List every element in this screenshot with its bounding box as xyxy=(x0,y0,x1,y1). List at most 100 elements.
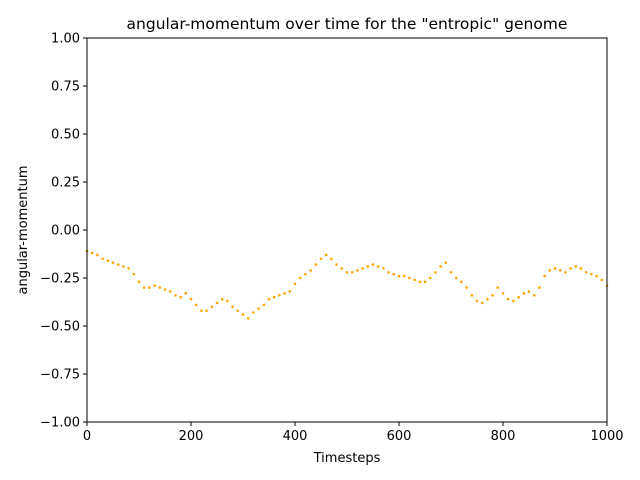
data-point xyxy=(220,297,224,301)
y-tick-label: −0.75 xyxy=(40,368,80,383)
data-point xyxy=(460,280,463,284)
x-tick-label: 200 xyxy=(179,429,204,444)
data-point xyxy=(527,290,531,293)
data-point xyxy=(200,309,203,312)
data-point xyxy=(475,299,479,303)
data-point xyxy=(231,305,234,309)
data-point xyxy=(584,270,588,274)
x-tick-label: 0 xyxy=(83,429,91,444)
x-axis-title: Timesteps xyxy=(313,451,381,466)
data-point xyxy=(506,297,510,301)
data-point xyxy=(153,284,156,287)
data-point xyxy=(96,253,99,257)
data-point xyxy=(283,292,286,295)
data-point xyxy=(454,276,458,280)
data-point xyxy=(142,286,146,289)
data-point xyxy=(106,259,110,263)
data-point xyxy=(241,313,245,316)
data-point xyxy=(512,299,515,303)
x-tick-label: 1000 xyxy=(590,429,623,444)
data-point xyxy=(569,267,572,270)
data-point xyxy=(423,280,427,284)
data-point xyxy=(491,293,494,297)
y-axis-title: angular-momentum xyxy=(16,166,31,295)
data-point xyxy=(595,274,598,278)
data-point xyxy=(579,267,583,270)
y-tick-label: −0.25 xyxy=(40,272,80,287)
data-point xyxy=(174,293,177,297)
data-point xyxy=(272,295,276,299)
data-point xyxy=(486,297,489,301)
data-point xyxy=(304,272,307,276)
data-point xyxy=(361,267,364,270)
data-point xyxy=(345,270,349,274)
data-point xyxy=(324,253,328,257)
data-point xyxy=(236,309,240,312)
data-point xyxy=(402,274,406,278)
data-point xyxy=(267,297,271,301)
data-point xyxy=(470,293,474,297)
x-tick-label: 800 xyxy=(491,429,516,444)
data-point xyxy=(252,311,255,314)
data-point xyxy=(371,263,375,266)
data-point xyxy=(449,270,453,274)
data-point xyxy=(330,257,333,261)
data-point xyxy=(366,265,370,268)
data-point xyxy=(335,263,338,266)
data-point xyxy=(350,270,354,274)
y-axis: −1.00 −0.75 −0.50 −0.25 0.00 0.25 0.50 0.75 1.00 xyxy=(40,32,87,431)
data-point xyxy=(434,270,437,274)
data-point xyxy=(465,286,468,289)
x-tick-label: 400 xyxy=(283,429,308,444)
data-point xyxy=(184,292,188,295)
data-point xyxy=(314,263,318,266)
data-point xyxy=(387,270,390,274)
data-point xyxy=(210,305,214,309)
data-point xyxy=(257,307,260,311)
data-point xyxy=(590,272,593,276)
data-point xyxy=(553,267,557,270)
data-point xyxy=(376,265,380,268)
data-point xyxy=(574,265,578,268)
data-point xyxy=(298,276,302,280)
data-point xyxy=(564,270,567,274)
data-point xyxy=(215,301,219,305)
data-point xyxy=(408,276,411,280)
chart-title: angular-momentum over time for the "entr… xyxy=(127,15,568,33)
data-point xyxy=(501,292,505,295)
data-point xyxy=(319,257,323,261)
data-point xyxy=(309,269,312,272)
y-tick-label: −1.00 xyxy=(40,416,80,431)
data-point xyxy=(439,265,442,268)
data-point xyxy=(397,274,401,278)
data-point xyxy=(262,303,266,307)
data-point xyxy=(522,292,526,295)
data-point xyxy=(205,309,208,312)
y-tick-label: 0.50 xyxy=(51,128,80,143)
data-point xyxy=(132,272,136,276)
y-tick-label: 0.00 xyxy=(51,224,80,239)
data-point xyxy=(382,267,385,270)
data-point xyxy=(278,293,281,297)
data-point xyxy=(517,295,520,299)
y-tick-label: 1.00 xyxy=(51,32,80,47)
data-point xyxy=(413,278,416,282)
y-tick-label: 0.75 xyxy=(51,80,80,95)
data-point xyxy=(116,263,120,266)
data-point xyxy=(532,293,536,297)
data-point xyxy=(179,295,182,299)
data-point xyxy=(288,290,292,293)
data-point xyxy=(189,297,193,301)
data-point xyxy=(163,288,167,291)
data-point xyxy=(340,267,344,270)
data-point xyxy=(246,317,250,320)
data-point xyxy=(418,280,422,284)
data-point xyxy=(496,286,500,289)
data-point xyxy=(158,286,162,289)
data-point xyxy=(148,286,151,289)
data-point xyxy=(90,251,94,255)
data-point xyxy=(226,299,229,303)
x-axis: 0 200 400 600 800 1000 xyxy=(83,422,624,444)
